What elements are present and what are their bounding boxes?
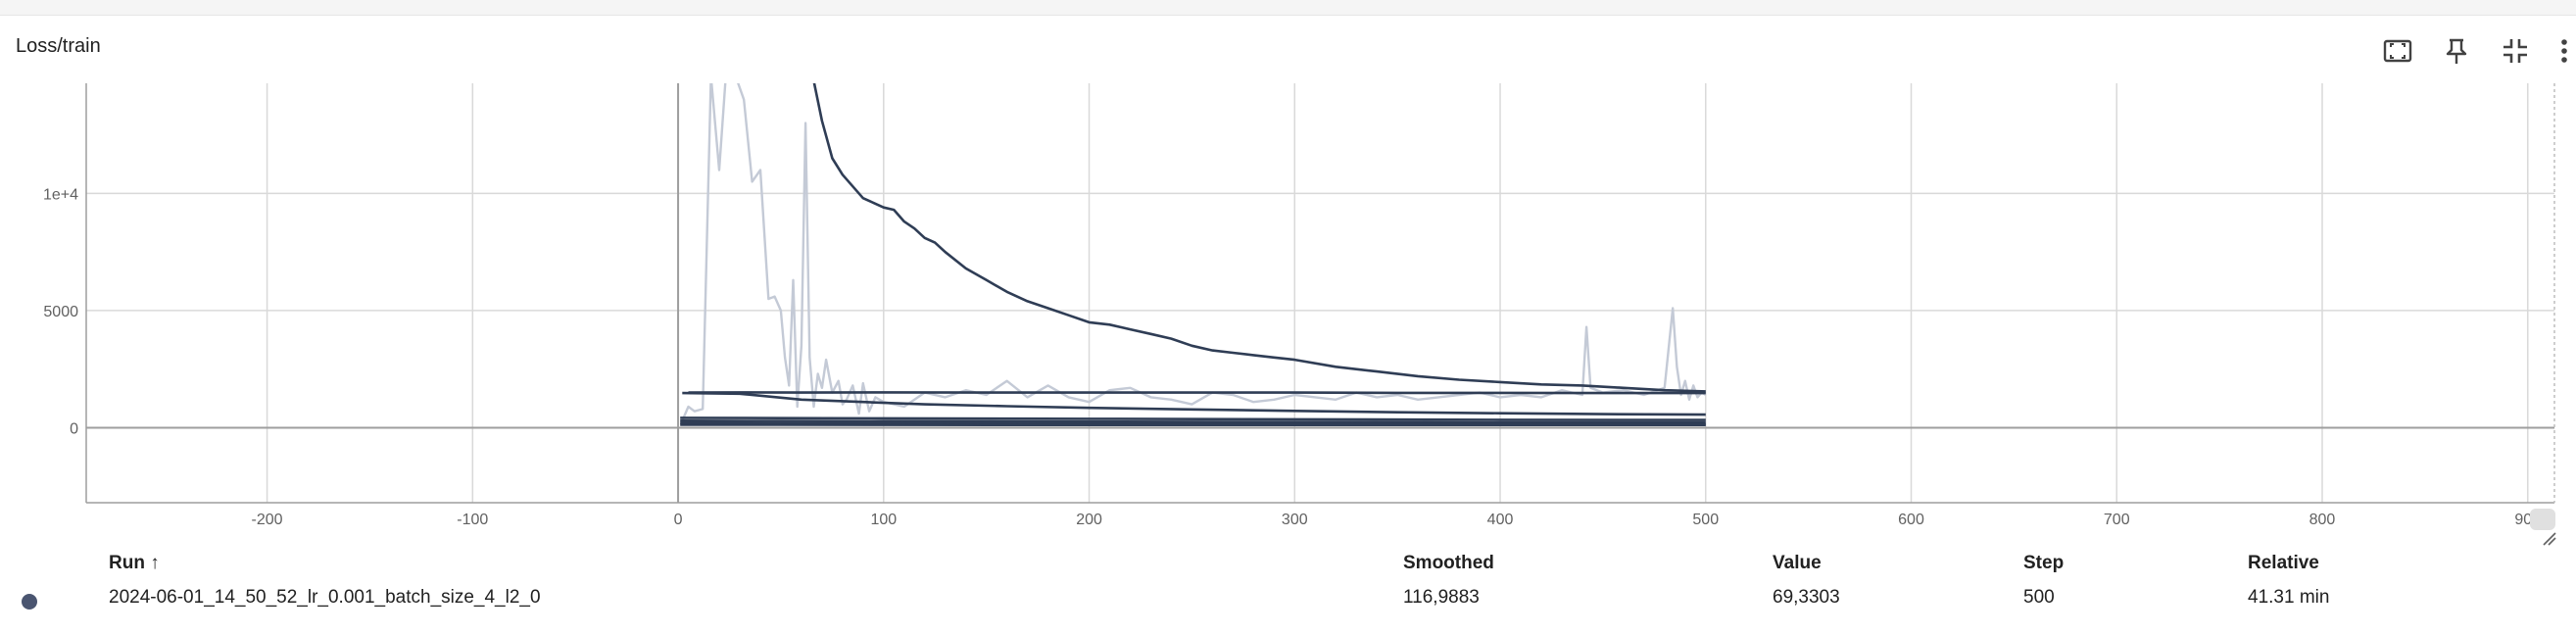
collapse-button[interactable]: [2494, 29, 2537, 73]
pin-button[interactable]: [2435, 29, 2478, 73]
more-options-button[interactable]: [2552, 29, 2576, 73]
y-tick-label: 1e+4: [43, 186, 78, 203]
series-smoothed-line-3: [682, 391, 1706, 416]
pin-icon: [2446, 38, 2467, 64]
run-step: 500: [2023, 587, 2055, 608]
y-tick-label: 0: [70, 420, 78, 437]
card-title: Loss/train: [16, 35, 101, 57]
series-layer: [680, 83, 1707, 427]
run-value: 69,3303: [1773, 587, 1840, 608]
header-smoothed[interactable]: Smoothed: [1403, 553, 1494, 573]
run-name: 2024-06-01_14_50_52_lr_0.001_batch_size_…: [109, 587, 541, 608]
x-tick-label: 400: [1487, 512, 1514, 528]
grid: [86, 83, 2554, 503]
resize-handle[interactable]: [2530, 509, 2556, 546]
header-run[interactable]: Run ↑: [109, 553, 160, 573]
series-smoothed-line-2: [688, 391, 1706, 395]
x-tick-label: 200: [1076, 512, 1102, 528]
series-smoothed-line-4: [680, 416, 1706, 421]
x-tick-label: -100: [457, 512, 488, 528]
series-raw-line: [681, 83, 1707, 421]
x-tick-label: 500: [1692, 512, 1719, 528]
top-strip: [0, 0, 2576, 16]
x-tick-label: 300: [1282, 512, 1308, 528]
x-tick-label: 0: [674, 512, 683, 528]
y-tick-label: 5000: [43, 304, 78, 320]
x-tick-label: 800: [2309, 512, 2336, 528]
fit-domain-icon: [2383, 39, 2412, 63]
resize-grip-icon: [2543, 532, 2556, 546]
x-tick-label: 600: [1898, 512, 1924, 528]
series-smoothed-line-5: [680, 418, 1706, 424]
more-vert-icon: [2561, 39, 2567, 63]
tick-labels: -200 -100 0 100 200 300 400 500 600 700 800 9000500…: [43, 186, 2541, 528]
x-tick-label: -200: [252, 512, 283, 528]
collapse-icon: [2503, 39, 2527, 63]
axes: [85, 83, 2555, 504]
x-tick-label: 700: [2104, 512, 2130, 528]
header-value[interactable]: Value: [1773, 553, 1822, 573]
run-color-dot: [22, 594, 37, 610]
run-relative-time: 41.31 min: [2248, 587, 2330, 608]
header-step[interactable]: Step: [2023, 553, 2065, 573]
card-toolbar: [2360, 29, 2576, 73]
loss-chart[interactable]: -200 -100 0 100 200 300 400 500 600 700 800 9000500…: [0, 0, 2576, 549]
fit-domain-button[interactable]: [2376, 29, 2419, 73]
series-smoothed-line-1: [812, 83, 1706, 393]
resize-handle-box: [2530, 509, 2555, 530]
header-relative[interactable]: Relative: [2248, 553, 2319, 573]
x-tick-label: 100: [870, 512, 897, 528]
run-smoothed-value: 116,9883: [1403, 587, 1480, 608]
